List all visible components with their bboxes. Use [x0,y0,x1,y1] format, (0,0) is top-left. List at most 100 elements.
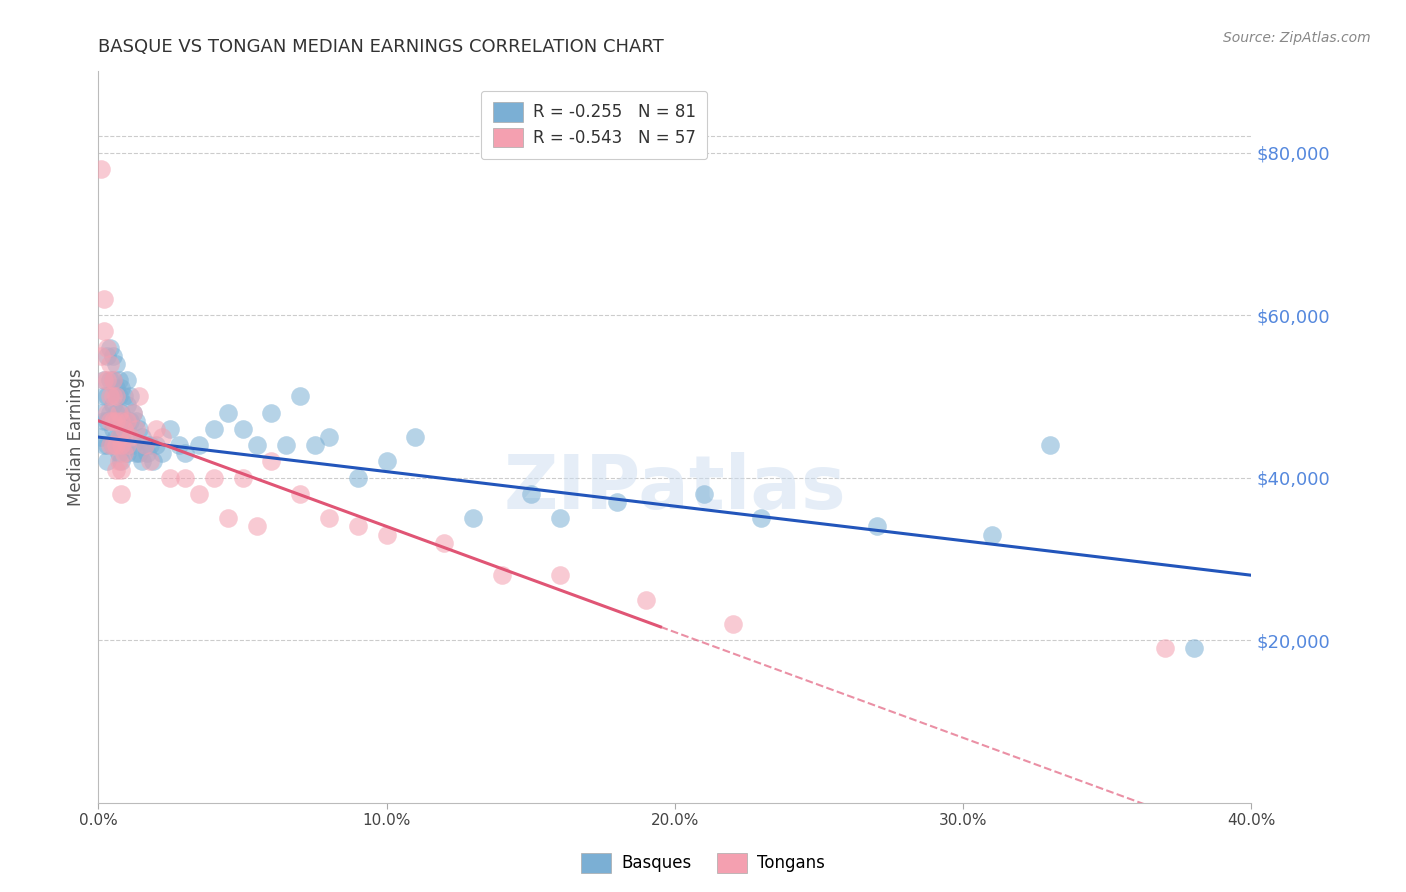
Point [110,438,132,452]
Point [98,406,121,420]
Point [461,511,484,525]
Point [122,438,145,452]
Point [145,422,167,436]
Point [101,438,124,452]
Point [260,406,283,420]
Legend: R = -0.255   N = 81, R = -0.543   N = 57: R = -0.255 N = 81, R = -0.543 N = 57 [481,91,707,159]
Point [134,438,156,452]
Point [520,487,543,501]
Point [246,438,269,452]
Point [128,389,150,403]
Point [107,430,129,444]
Point [174,446,197,460]
Point [107,373,129,387]
Point [90,349,112,363]
Point [693,487,716,501]
Point [93,389,115,403]
Point [159,471,181,485]
Point [866,519,889,533]
Point [98,341,121,355]
Point [112,422,135,436]
Point [174,471,197,485]
Point [606,495,628,509]
Point [318,430,340,444]
Point [117,446,139,460]
Point [96,414,118,428]
Point [128,446,150,460]
Point [96,349,118,363]
Point [290,389,312,403]
Point [405,430,427,444]
Point [112,438,135,452]
Point [120,430,142,444]
Point [96,341,118,355]
Point [217,406,239,420]
Point [93,414,115,428]
Point [131,430,153,444]
Point [117,438,139,452]
Point [131,454,153,468]
Point [125,422,148,436]
Point [117,373,139,387]
Point [117,398,139,412]
Point [101,373,124,387]
Point [107,454,129,468]
Point [93,438,115,452]
Point [93,373,115,387]
Point [101,398,124,412]
Point [548,511,571,525]
Point [104,381,127,395]
Point [93,325,115,339]
Point [217,511,239,525]
Point [246,519,269,533]
Point [139,438,162,452]
Point [274,438,297,452]
Text: BASQUE VS TONGAN MEDIAN EARNINGS CORRELATION CHART: BASQUE VS TONGAN MEDIAN EARNINGS CORRELA… [98,38,664,56]
Point [128,422,150,436]
Point [104,414,127,428]
Point [112,389,135,403]
Point [110,430,132,444]
Point [231,471,254,485]
Point [107,414,129,428]
Point [375,454,398,468]
Point [104,389,127,403]
Point [110,487,132,501]
Y-axis label: Median Earnings: Median Earnings [66,368,84,506]
Point [1182,641,1205,656]
Point [260,454,283,468]
Text: Source: ZipAtlas.com: Source: ZipAtlas.com [1223,31,1371,45]
Point [721,617,744,632]
Point [548,568,571,582]
Point [104,357,127,371]
Point [96,438,118,452]
Point [125,446,148,460]
Point [134,438,156,452]
Point [107,446,129,460]
Point [96,406,118,420]
Point [104,406,127,420]
Point [96,373,118,387]
Point [117,422,139,436]
Point [98,414,121,428]
Point [150,430,173,444]
Point [188,438,211,452]
Point [93,292,115,306]
Point [202,471,225,485]
Point [751,511,773,525]
Point [104,462,127,476]
Point [202,422,225,436]
Point [112,414,135,428]
Point [139,454,162,468]
Point [90,406,112,420]
Point [101,373,124,387]
Point [101,389,124,403]
Point [120,414,142,428]
Point [110,381,132,395]
Point [110,454,132,468]
Text: ZIPatlas: ZIPatlas [503,451,846,524]
Point [150,446,173,460]
Point [136,446,159,460]
Point [318,511,340,525]
Point [110,414,132,428]
